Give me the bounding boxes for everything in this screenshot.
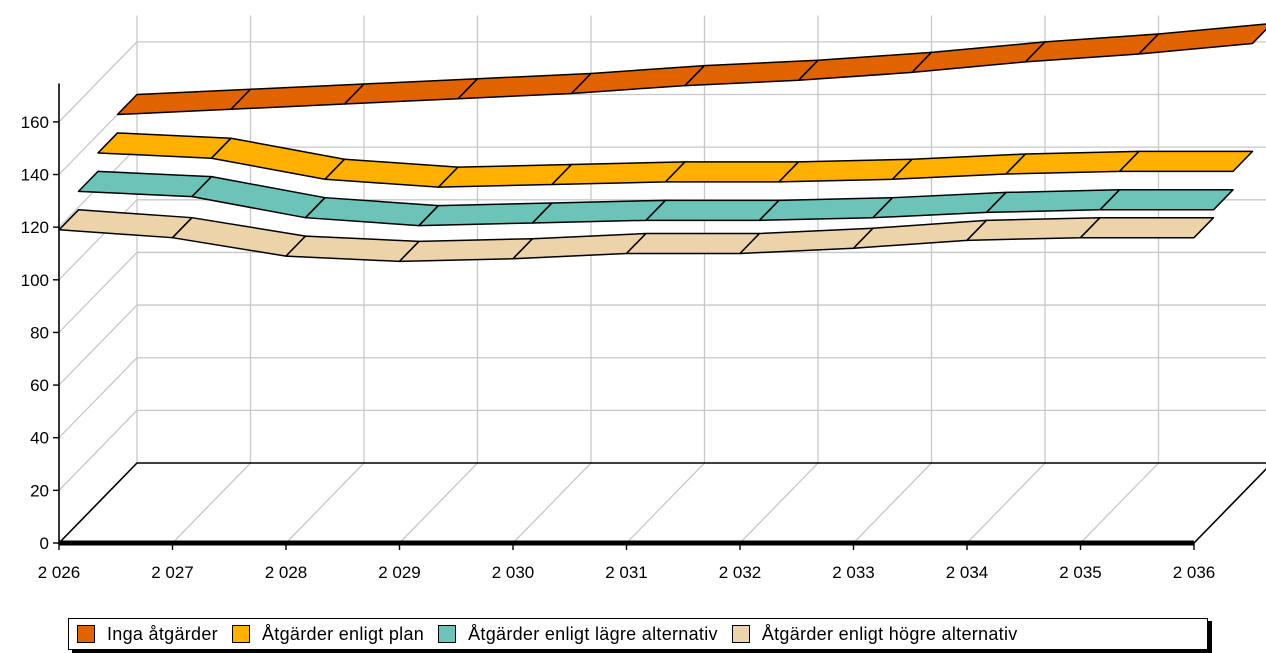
ribbon-segment-atgarder-enligt-plan	[778, 158, 913, 183]
ribbon-segment-atgarder-enligt-lagre-alternativ	[645, 199, 780, 222]
grid-diagonal-floor	[966, 462, 1046, 544]
y-tick-label: 140	[21, 166, 49, 185]
legend: Inga åtgärder Åtgärder enligt plan Åtgär…	[68, 618, 1208, 650]
ribbon-segment-atgarder-enligt-plan	[437, 163, 573, 188]
grid-diagonal-left	[58, 357, 138, 439]
ribbon-segment-atgarder-enligt-hogre-alternativ	[739, 227, 874, 255]
legend-swatch-atgarder-lagre-alternativ	[438, 625, 457, 643]
y-tick-label: 60	[30, 376, 49, 395]
ribbon-segment-atgarder-enligt-lagre-alternativ	[191, 175, 326, 219]
x-tick-label: 2 029	[378, 563, 421, 582]
x-tick-label: 2 035	[1059, 563, 1102, 582]
ribbon-segment-atgarder-enligt-lagre-alternativ	[758, 196, 894, 222]
legend-item-atgarder-hogre-alternativ: Åtgärder enligt högre alternativ	[731, 623, 1018, 645]
grid-diagonal-floor	[626, 462, 705, 544]
ribbon-segment-atgarder-enligt-lagre-alternativ	[1099, 189, 1234, 211]
grid-diagonal-floor	[172, 462, 251, 544]
x-tick-label: 2 028	[265, 563, 308, 582]
ribbon-segment-atgarder-enligt-hogre-alternativ	[58, 209, 193, 239]
ribbon-segment-atgarder-enligt-plan	[324, 158, 459, 188]
legend-label-atgarder-lagre-alternativ: Åtgärder enligt lägre alternativ	[468, 623, 718, 644]
chart-svg: 0 20 40 60 80 100 120 140 160 2 026 2 027 2 028 2 02…	[21, 15, 1266, 582]
floor-outline	[57, 462, 1266, 544]
x-tick-label: 2 033	[832, 563, 875, 582]
ribbon-segment-atgarder-enligt-plan	[551, 161, 686, 186]
y-tick-label: 40	[30, 429, 49, 448]
ribbon-segment-atgarder-enligt-lagre-alternativ	[531, 199, 667, 224]
ribbon-segment-atgarder-enligt-lagre-alternativ	[985, 189, 1121, 214]
x-tick-label: 2 034	[946, 563, 989, 582]
x-tick-label: 2 030	[492, 563, 535, 582]
ribbon-segment-atgarder-enligt-plan	[1005, 150, 1140, 175]
ribbon-segment-atgarder-enligt-plan	[664, 161, 800, 183]
ribbon-segment-atgarder-enligt-plan	[210, 137, 346, 181]
ribbon-segment-atgarder-enligt-lagre-alternativ	[872, 191, 1007, 219]
grid-diagonal-floor	[285, 462, 365, 544]
grid-diagonal-left	[58, 409, 138, 491]
ribbon-segment-atgarder-enligt-hogre-alternativ	[398, 237, 534, 263]
ribbon-segment-atgarder-enligt-lagre-alternativ	[418, 202, 553, 227]
x-tick-label: 2 032	[719, 563, 762, 582]
grid-diagonal-floor	[853, 462, 932, 544]
ribbon-segment-atgarder-enligt-lagre-alternativ	[304, 196, 440, 227]
legend-item-atgarder-enligt-plan: Åtgärder enligt plan	[231, 623, 425, 645]
grid-diagonal-left	[58, 304, 138, 386]
grid-diagonal-left	[58, 251, 138, 333]
ribbon-segment-atgarder-enligt-plan	[891, 153, 1027, 181]
ribbon-segment-atgarder-enligt-hogre-alternativ	[966, 216, 1101, 242]
y-tick-label: 80	[30, 323, 49, 342]
ribbon-segment-atgarder-enligt-plan	[1118, 150, 1254, 173]
grid-diagonal-floor	[1080, 462, 1159, 544]
grid-diagonal-floor	[739, 462, 819, 544]
ribbon-segment-atgarder-enligt-hogre-alternativ	[1079, 216, 1215, 239]
legend-swatch-inga-atgarder	[77, 625, 95, 643]
x-tick-label: 2 027	[151, 563, 194, 582]
ribbon-segment-atgarder-enligt-hogre-alternativ	[625, 232, 761, 255]
y-tick-label: 0	[40, 534, 49, 553]
ribbon-segment-atgarder-enligt-plan	[97, 132, 232, 159]
grid-diagonal-floor	[399, 462, 478, 544]
legend-item-inga-atgarder: Inga åtgärder	[77, 624, 218, 645]
x-tick-label: 2 026	[38, 563, 81, 582]
grid-diagonal-floor	[512, 462, 592, 544]
legend-label-atgarder-hogre-alternativ: Åtgärder enligt högre alternativ	[761, 623, 1018, 644]
ribbon-segment-atgarder-enligt-hogre-alternativ	[285, 235, 420, 263]
x-tick-label: 2 036	[1173, 563, 1216, 582]
y-tick-label: 100	[21, 271, 49, 290]
ribbon-segment-inga-atgarder	[1138, 23, 1266, 55]
x-tick-label: 2 031	[605, 563, 648, 582]
legend-swatch-atgarder-hogre-alternativ	[731, 625, 750, 643]
ribbon-segment-atgarder-enligt-hogre-alternativ	[171, 216, 307, 257]
legend-swatch-atgarder-enligt-plan	[231, 625, 250, 643]
legend-item-atgarder-lagre-alternativ: Åtgärder enligt lägre alternativ	[438, 624, 718, 645]
ribbon-segment-atgarder-enligt-hogre-alternativ	[852, 219, 988, 249]
grid-diagonal-left	[58, 41, 138, 123]
legend-label-inga-atgarder: Inga åtgärder	[107, 623, 218, 644]
y-tick-label: 160	[21, 113, 49, 132]
ribbon-segment-atgarder-enligt-lagre-alternativ	[77, 170, 213, 198]
y-tick-label: 20	[30, 481, 49, 500]
ribbon-segment-atgarder-enligt-hogre-alternativ	[512, 232, 647, 260]
y-tick-label: 120	[21, 218, 49, 237]
legend-label-atgarder-enligt-plan: Åtgärder enligt plan	[261, 623, 425, 644]
